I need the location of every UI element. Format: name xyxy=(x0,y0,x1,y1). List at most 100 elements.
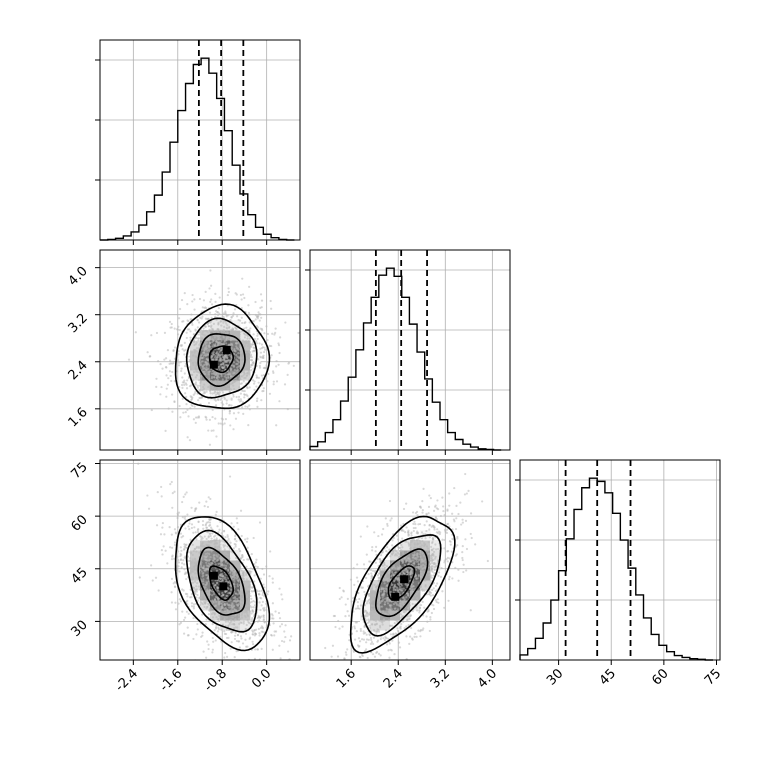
scatter-point xyxy=(227,592,230,595)
scatter-point xyxy=(199,378,202,381)
scatter-point xyxy=(238,376,242,379)
scatter-point xyxy=(168,526,171,529)
scatter-point xyxy=(223,656,226,659)
scatter-point xyxy=(279,657,282,660)
scatter-point xyxy=(241,339,245,342)
scatter-point xyxy=(195,370,198,373)
scatter-point xyxy=(189,336,192,339)
density-cell xyxy=(240,620,251,631)
tick-layer xyxy=(95,59,717,665)
scatter-point xyxy=(196,318,199,321)
scatter-point xyxy=(409,635,412,638)
scatter-point xyxy=(190,384,193,387)
scatter-point xyxy=(448,504,451,507)
scatter-point xyxy=(188,355,191,358)
scatter-point xyxy=(245,565,248,568)
scatter-point xyxy=(162,545,165,548)
scatter-point xyxy=(197,321,201,324)
scatter-point xyxy=(204,623,207,626)
scatter-point xyxy=(344,603,347,606)
scatter-point xyxy=(245,667,247,669)
scatter-point xyxy=(183,341,186,344)
scatter-point xyxy=(360,638,364,641)
scatter-point xyxy=(232,600,235,603)
scatter-point xyxy=(232,428,235,431)
scatter-point xyxy=(362,630,365,633)
scatter-point xyxy=(243,396,246,399)
scatter-point xyxy=(245,645,248,648)
scatter-point xyxy=(419,585,423,588)
scatter-point xyxy=(197,337,200,340)
frame-layer xyxy=(99,39,721,661)
scatter-point xyxy=(266,361,269,364)
scatter-point xyxy=(237,528,240,531)
scatter-point xyxy=(409,575,413,579)
scatter-point xyxy=(375,586,378,589)
scatter-point xyxy=(396,629,400,632)
scatter-point xyxy=(377,534,380,538)
scatter-point xyxy=(218,556,221,560)
scatter-point xyxy=(245,357,248,360)
scatter-point xyxy=(398,583,401,587)
scatter-point xyxy=(224,332,227,335)
scatter-point xyxy=(460,523,463,526)
scatter-point xyxy=(205,582,209,585)
scatter-point xyxy=(204,317,208,320)
scatter-point xyxy=(393,653,396,656)
scatter-point xyxy=(238,606,241,610)
scatter-point xyxy=(381,610,385,613)
scatter-point xyxy=(185,387,189,390)
scatter-point xyxy=(199,381,202,385)
scatter-point xyxy=(262,661,264,663)
density-cell xyxy=(200,560,211,571)
scatter-point xyxy=(399,626,402,629)
scatter-point xyxy=(206,640,209,643)
scatter-point xyxy=(218,580,221,583)
scatter-point xyxy=(183,556,186,559)
scatter-point xyxy=(233,580,236,583)
scatter-point xyxy=(425,520,428,523)
scatter-point xyxy=(224,564,228,567)
scatter-point xyxy=(227,338,230,341)
scatter-point xyxy=(239,605,243,608)
scatter-point xyxy=(233,623,236,626)
scatter-point xyxy=(392,536,395,540)
scatter-point xyxy=(370,607,373,611)
scatter-point xyxy=(451,537,454,541)
scatter-point xyxy=(242,380,245,383)
contour-level xyxy=(349,515,456,654)
scatter-point xyxy=(381,623,384,626)
scatter-point xyxy=(438,532,441,536)
scatter-point xyxy=(237,560,240,563)
scatter-point xyxy=(434,555,437,558)
scatter-point xyxy=(429,594,432,597)
scatter-point xyxy=(218,368,221,371)
scatter-point xyxy=(235,560,238,563)
scatter-point xyxy=(258,366,262,369)
scatter-point xyxy=(187,612,190,615)
scatter-point xyxy=(247,364,250,368)
scatter-point xyxy=(225,376,228,379)
scatter-point xyxy=(392,564,395,567)
scatter-point xyxy=(177,325,180,328)
scatter-point xyxy=(244,632,248,635)
scatter-point xyxy=(190,526,193,530)
scatter-point xyxy=(160,485,163,489)
scatter-point xyxy=(214,639,217,642)
scatter-point xyxy=(366,525,369,528)
scatter-point xyxy=(421,508,424,512)
scatter-point xyxy=(432,509,436,512)
scatter-point xyxy=(365,611,368,614)
scatter-point xyxy=(227,587,230,590)
scatter-point xyxy=(190,313,193,316)
scatter-point xyxy=(384,635,387,638)
scatter-point xyxy=(277,342,280,345)
scatter-point xyxy=(202,385,205,389)
scatter-point xyxy=(205,500,208,503)
scatter-point xyxy=(413,635,416,639)
scatter-point xyxy=(205,306,208,310)
scatter-point xyxy=(409,614,413,617)
scatter-point xyxy=(227,557,230,560)
scatter-point xyxy=(236,362,239,366)
scatter-point xyxy=(240,569,243,572)
